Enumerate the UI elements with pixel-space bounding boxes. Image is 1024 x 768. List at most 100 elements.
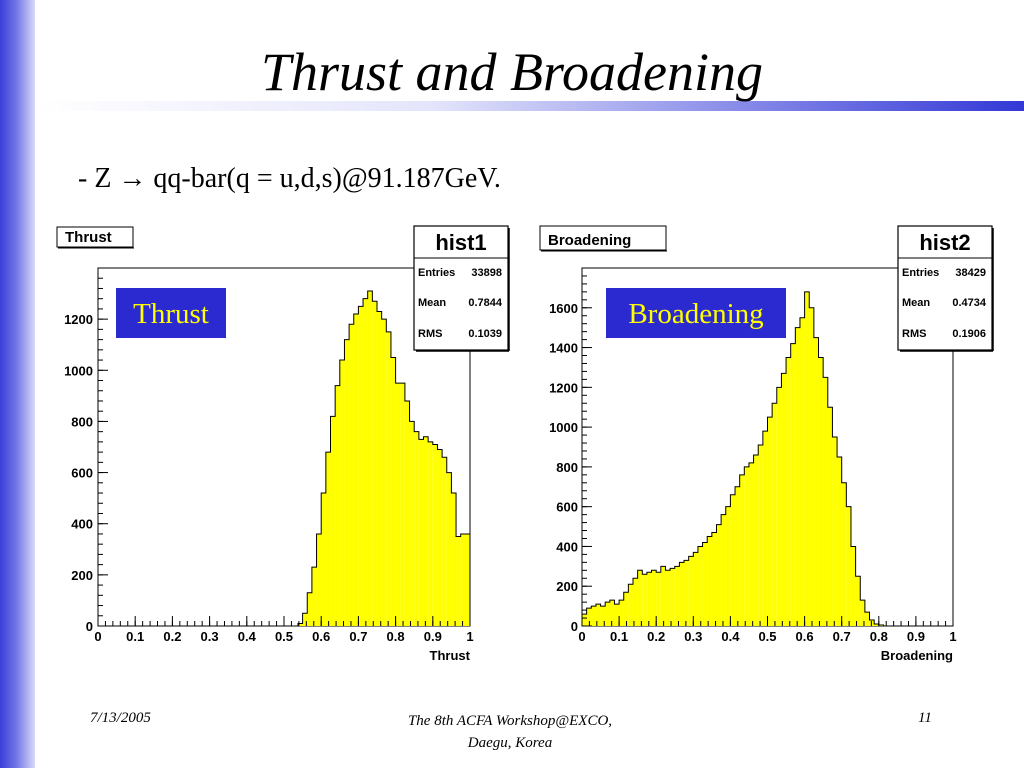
y-tick-label: 800	[71, 414, 93, 429]
stats-hist-name: hist1	[435, 230, 486, 255]
histogram-bar	[428, 441, 433, 626]
y-tick-label: 600	[71, 466, 93, 481]
histogram-bar	[302, 613, 308, 626]
overlay-label-box	[116, 288, 226, 338]
y-tick-label: 200	[556, 579, 578, 594]
chart-title-box	[56, 226, 134, 248]
histogram-bar	[446, 472, 452, 626]
footer-center-line2: Daegu, Korea	[467, 735, 553, 751]
histogram-bar	[353, 314, 359, 626]
histogram-bar	[325, 452, 331, 626]
chart-1: 0 0.1 0.2 0.3 0.4 0.5 0.6 0.7 0.8 0.9 1 0 200 400 600 8…	[539, 225, 994, 663]
histogram-bar	[688, 556, 694, 626]
histogram-bar	[316, 533, 322, 626]
x-tick-label: 0.1	[126, 629, 144, 644]
stats-value: 38429	[955, 267, 986, 279]
histogram-bar	[642, 574, 647, 626]
histogram-bar	[795, 327, 800, 626]
x-tick-label: 0.2	[163, 629, 181, 644]
histogram-bar	[628, 584, 634, 626]
x-axis-label: Broadening	[881, 648, 953, 663]
histogram-bar	[665, 570, 671, 626]
stats-value: 0.4734	[952, 297, 987, 309]
histogram-bar	[637, 570, 643, 626]
histogram-bar	[591, 606, 596, 626]
histogram-bar	[377, 311, 382, 626]
histogram-bar	[465, 533, 470, 626]
histogram-bar	[730, 494, 736, 626]
histogram-bar	[748, 462, 754, 626]
histogram-bar	[311, 567, 317, 626]
histogram-bar	[813, 337, 819, 626]
x-tick-label: 0.1	[610, 629, 628, 644]
stats-value: 0.1039	[468, 328, 502, 340]
histogram-bar	[776, 387, 782, 626]
histogram-bar	[772, 403, 777, 626]
histogram-bar	[418, 439, 424, 626]
histogram-bar	[609, 600, 615, 626]
histogram-bar	[711, 532, 717, 626]
histogram-bar	[307, 592, 312, 626]
x-tick-label: 0	[578, 629, 585, 644]
x-tick-label: 0.6	[312, 629, 330, 644]
histogram-bar	[767, 417, 773, 626]
histogram-bar	[595, 604, 601, 626]
histogram-bar	[363, 298, 368, 626]
chart-0: 0 0.1 0.2 0.3 0.4 0.5 0.6 0.7 0.8 0.9 1 0 200 400 600 8…	[56, 225, 510, 663]
histogram-bar	[864, 612, 870, 626]
histogram-bar	[725, 506, 731, 626]
x-tick-label: 0.7	[349, 629, 367, 644]
stats-box	[413, 225, 509, 351]
stats-label: Mean	[418, 297, 446, 309]
histogram-bar	[846, 506, 851, 626]
y-tick-label: 200	[71, 568, 93, 583]
x-tick-label: 0.9	[424, 629, 442, 644]
histogram-bar	[702, 542, 708, 626]
histogram-bar	[679, 562, 685, 626]
overlay-label: Broadening	[628, 298, 763, 330]
y-tick-label: 600	[556, 500, 578, 515]
x-tick-label: 1	[466, 629, 473, 644]
overlay-label-box	[606, 288, 786, 338]
histogram-bar	[697, 546, 703, 626]
footer-center-line1: The 8th ACFA Workshop@EXCO,	[407, 713, 613, 729]
histogram-bar	[437, 449, 443, 626]
x-tick-label: 0.8	[870, 629, 888, 644]
histogram-bar	[818, 357, 824, 626]
histogram-bar	[832, 437, 838, 626]
histogram-bar	[297, 623, 303, 626]
x-tick-label: 0.4	[238, 629, 257, 644]
histogram-bar	[586, 608, 592, 626]
histogram-bar	[744, 466, 749, 626]
chart-title-box	[539, 225, 667, 251]
histogram-bar	[707, 536, 712, 626]
histogram-bar	[670, 568, 675, 626]
histogram-bar	[442, 457, 447, 626]
overlay-label: Thrust	[133, 298, 209, 330]
x-tick-label: 0.7	[833, 629, 851, 644]
chart-title: Broadening	[548, 232, 631, 249]
histogram-bar	[582, 614, 587, 626]
x-axis-label: Thrust	[430, 648, 471, 663]
histogram-bar	[404, 400, 410, 626]
histogram-bar	[381, 319, 387, 626]
stats-label: RMS	[418, 328, 442, 340]
histogram-bar	[344, 339, 350, 626]
x-tick-label: 0.9	[907, 629, 925, 644]
histogram-bar	[674, 566, 680, 626]
x-tick-label: 0.3	[201, 629, 219, 644]
histogram-bar	[623, 592, 629, 626]
histogram-bar	[656, 572, 661, 626]
histogram-bar	[386, 331, 391, 626]
y-tick-label: 0	[571, 619, 578, 634]
histogram-bar	[372, 301, 377, 626]
histogram-bar	[367, 291, 373, 626]
y-tick-label: 1600	[549, 301, 578, 316]
x-tick-label: 0.5	[758, 629, 776, 644]
histogram-bar	[423, 436, 429, 626]
histogram-bar	[762, 431, 768, 626]
histogram-bar	[781, 373, 787, 626]
left-accent-bar	[0, 0, 35, 768]
histogram-bar	[395, 383, 401, 626]
